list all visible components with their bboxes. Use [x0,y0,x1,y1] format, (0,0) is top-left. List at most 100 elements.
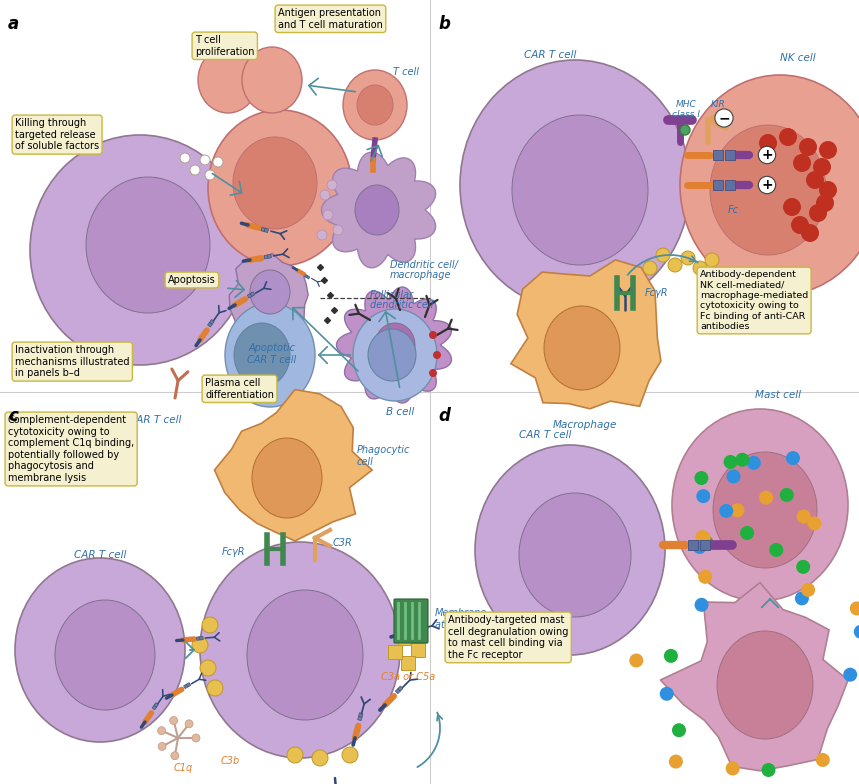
Ellipse shape [475,445,665,655]
Circle shape [320,190,330,200]
Circle shape [759,491,773,505]
Circle shape [185,720,193,728]
Ellipse shape [680,75,859,295]
Bar [267,254,271,258]
Polygon shape [229,253,308,335]
Circle shape [695,598,709,612]
Bar [417,627,421,631]
Text: FcγR: FcγR [222,547,245,557]
Circle shape [796,560,810,574]
Text: Apoptosis: Apoptosis [168,275,216,285]
Circle shape [696,530,710,544]
Text: macrophage: macrophage [390,270,452,280]
Text: +: + [761,148,773,162]
Text: d: d [438,407,450,425]
Circle shape [740,526,754,540]
Text: b: b [438,15,450,33]
Circle shape [205,170,215,180]
Circle shape [680,125,690,135]
Bar [357,717,362,720]
Circle shape [797,510,811,524]
Text: Phagocytic
cell: Phagocytic cell [357,445,411,466]
Circle shape [850,601,859,615]
Circle shape [809,204,827,222]
Bar [688,540,698,550]
Bar [307,276,310,279]
Bar [208,322,212,327]
Text: Macrophage: Macrophage [553,420,617,430]
Circle shape [668,258,682,272]
Bar [412,628,417,632]
Circle shape [761,763,776,777]
Ellipse shape [375,323,415,367]
Circle shape [697,531,710,545]
Text: C3R: C3R [333,538,353,548]
Bar [725,180,735,190]
Ellipse shape [710,125,826,255]
Text: a: a [8,15,19,33]
Ellipse shape [234,323,290,387]
Text: −: − [718,111,730,125]
Bar [700,540,710,550]
Text: C3a or C5a: C3a or C5a [381,672,436,682]
Bar [395,688,400,694]
Circle shape [643,261,657,275]
Ellipse shape [353,309,437,401]
Circle shape [819,181,837,199]
Text: B cell: B cell [386,407,414,417]
Circle shape [200,155,210,165]
Bar [184,684,188,688]
Circle shape [793,154,811,172]
Bar [261,227,265,231]
Bar [411,643,425,657]
Text: CAR T cell: CAR T cell [129,415,181,425]
Ellipse shape [247,590,363,720]
Circle shape [759,134,777,152]
Circle shape [672,723,686,737]
Circle shape [630,654,643,667]
Circle shape [786,451,800,465]
Circle shape [735,452,749,466]
Circle shape [699,535,713,550]
Ellipse shape [519,493,631,617]
Text: KIR: KIR [710,100,725,109]
Bar [401,656,415,670]
Circle shape [723,455,738,469]
Ellipse shape [225,303,315,407]
Text: C1q: C1q [174,763,192,773]
Ellipse shape [544,306,620,390]
Ellipse shape [242,47,302,113]
Bar [152,706,156,710]
Text: dendritic cell: dendritic cell [370,300,434,310]
Circle shape [169,717,178,724]
Circle shape [660,687,673,701]
Text: T cell
proliferation: T cell proliferation [195,35,254,56]
Polygon shape [215,390,372,541]
Ellipse shape [368,329,416,381]
Ellipse shape [512,115,648,265]
Text: Inactivation through
mechanisms illustrated
in panels b–d: Inactivation through mechanisms illustra… [15,345,130,378]
Polygon shape [661,583,848,771]
Bar [200,637,204,640]
Circle shape [693,261,707,275]
Circle shape [719,504,734,518]
Ellipse shape [357,85,393,125]
Text: C3b: C3b [221,756,240,766]
Text: Antigen presentation
and T cell maturation: Antigen presentation and T cell maturati… [278,8,383,30]
Circle shape [816,753,830,767]
Text: CAR T cell: CAR T cell [524,50,576,60]
Circle shape [801,583,815,597]
Text: T cell: T cell [393,67,419,77]
Ellipse shape [355,185,399,235]
Bar [265,255,268,259]
Circle shape [806,171,824,189]
Circle shape [317,230,327,240]
Text: c: c [8,407,18,425]
Circle shape [656,248,670,262]
Text: Complement-dependent
cytotoxicity owing to
complement C1q binding,
potentially f: Complement-dependent cytotoxicity owing … [8,415,134,483]
Text: MHC
class I: MHC class I [672,100,700,119]
Circle shape [844,668,857,681]
Circle shape [190,165,200,175]
Circle shape [158,742,166,750]
Circle shape [213,157,223,167]
